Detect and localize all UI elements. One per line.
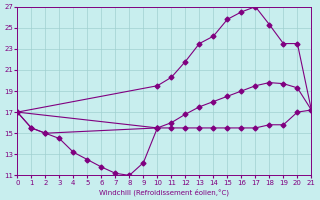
X-axis label: Windchill (Refroidissement éolien,°C): Windchill (Refroidissement éolien,°C) [100,188,229,196]
